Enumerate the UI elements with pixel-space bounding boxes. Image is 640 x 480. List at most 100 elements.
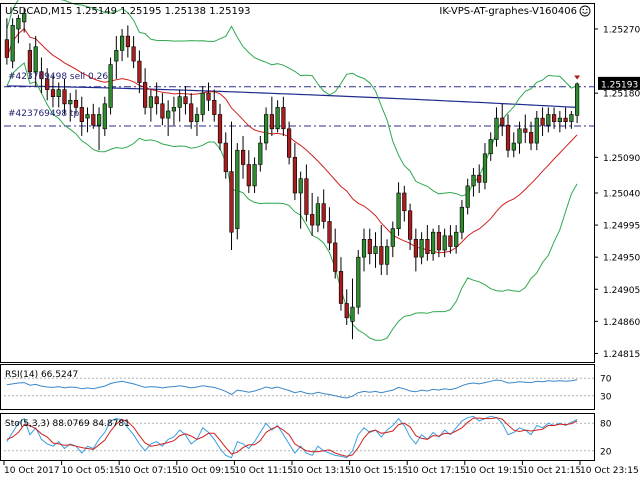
candle-body-bull: [16, 17, 21, 30]
price-tick-label: 1.24815: [603, 350, 640, 360]
candle-body-bull: [419, 239, 424, 258]
candle-body-bull: [298, 178, 303, 194]
time-tick-label: 10 Oct 07:15: [119, 466, 178, 476]
candle-60: [350, 278, 355, 340]
candle-64: [373, 232, 378, 268]
current-price-label: 1.25193: [601, 80, 638, 90]
price-panel[interactable]: 1.25270 1.25180 1.25090 1.25040 1.24995 1.249…: [4, 0, 640, 360]
candle-41: [241, 135, 246, 179]
candle-2: [16, 14, 21, 44]
candle-58: [338, 257, 344, 311]
candle-74: [430, 228, 436, 261]
candle-73: [425, 225, 430, 261]
price-tick-label: 1.24905: [603, 286, 640, 296]
candle-body-bear: [73, 100, 79, 108]
candle-53: [310, 192, 315, 236]
rsi-panel[interactable]: RSI(14) 66.5247 70 30: [4, 370, 612, 402]
candle-body-bear: [189, 103, 194, 122]
candle-body-bull: [235, 149, 240, 229]
time-tick-label: 10 Oct 21:15: [522, 466, 581, 476]
candle-37: [217, 103, 223, 151]
candle-8: [50, 75, 56, 108]
candle-body-bear: [154, 96, 159, 105]
candle-body-bear: [304, 178, 309, 215]
candle-body-bull: [194, 114, 200, 122]
candle-body-bear: [333, 242, 338, 272]
stochastic-panel[interactable]: Sto(5,3,3) 88.0769 84.8781 80 20: [4, 415, 612, 459]
candle-28: [166, 100, 171, 136]
candle-54: [315, 196, 321, 233]
candle-84: [488, 132, 493, 161]
candle-17: [102, 96, 107, 136]
candle-body-bull: [148, 96, 154, 108]
candle-10: [62, 78, 67, 115]
candle-body-bear: [500, 117, 505, 126]
candle-49: [286, 121, 292, 165]
candle-body-bear: [229, 171, 234, 233]
stochastic-level-label-20: 20: [600, 447, 612, 457]
candle-body-bull: [546, 114, 551, 126]
candle-35: [206, 82, 211, 111]
candle-20: [120, 28, 125, 62]
candle-body-bull: [315, 203, 321, 226]
candle-85: [494, 107, 499, 147]
candle-body-bull: [517, 128, 522, 144]
candle-15: [91, 103, 96, 129]
candle-body-bear: [523, 128, 528, 133]
candle-0: [4, 18, 9, 65]
take-profit-label: #423769498 tp: [8, 109, 79, 119]
current-price-box: [598, 76, 640, 90]
candle-body-bear: [50, 89, 56, 97]
candle-97: [563, 107, 568, 129]
candle-46: [269, 96, 275, 136]
candle-body-bear: [477, 174, 482, 183]
candle-71: [413, 228, 419, 272]
candle-11: [68, 93, 73, 122]
candle-92: [534, 110, 539, 151]
candle-body-bear: [143, 82, 148, 108]
candle-body-bear: [62, 89, 67, 105]
price-tick-label: 1.25180: [603, 90, 640, 100]
candle-61: [356, 250, 361, 315]
candle-body-bear: [217, 114, 223, 144]
candle-body-bull: [569, 114, 574, 122]
smiley-icon: [579, 5, 591, 17]
candle-body-bull: [534, 117, 539, 144]
candle-88: [511, 132, 516, 158]
candle-91: [528, 121, 534, 151]
candle-86: [500, 103, 505, 136]
price-tick-label: 1.24860: [603, 318, 640, 328]
upper-band-line: [6, 0, 578, 197]
candle-33: [194, 107, 200, 136]
watermark-label: IK-VPS-AT-graphes-V160406: [439, 6, 577, 17]
candle-36: [212, 89, 217, 122]
candle-body-bull: [97, 114, 102, 126]
candle-body-bear: [131, 46, 136, 62]
candle-body-bear: [448, 235, 453, 247]
candle-40: [235, 143, 240, 240]
candle-body-bull: [390, 228, 395, 247]
candle-body-bear: [563, 117, 568, 122]
candle-body-bull: [442, 235, 447, 251]
bollinger-bands-layer: [6, 0, 578, 341]
candle-23: [137, 50, 142, 94]
candle-56: [327, 207, 332, 251]
stochastic-main-line: [6, 415, 578, 459]
candle-25: [148, 89, 154, 122]
candle-67: [390, 221, 395, 258]
candle-29: [171, 96, 177, 126]
moving-average-layer: [6, 27, 578, 254]
candle-83: [482, 143, 488, 190]
candle-body-bear: [413, 239, 419, 258]
price-axis-ticks: 1.25270 1.25180 1.25090 1.25040 1.24995 1.249…: [594, 25, 640, 360]
candle-body-bear: [327, 221, 332, 244]
candle-body-bear: [436, 231, 442, 251]
price-panel-frame: [0, 3, 595, 363]
candle-body-bull: [471, 174, 476, 187]
candle-89: [517, 121, 522, 154]
candle-94: [546, 107, 551, 133]
candle-body-bull: [252, 164, 257, 187]
candle-body-bear: [246, 164, 251, 187]
candle-body-bull: [68, 100, 73, 105]
